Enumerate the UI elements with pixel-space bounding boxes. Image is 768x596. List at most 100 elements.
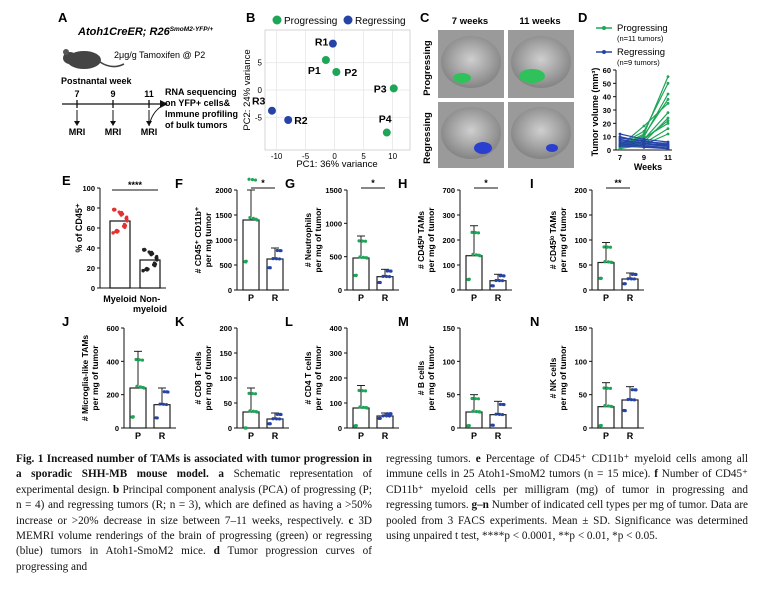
d-point — [666, 81, 670, 85]
panel-letter-b: B — [246, 10, 255, 25]
small-ytick: 100 — [574, 357, 587, 366]
small-dot — [609, 260, 613, 264]
e-ylabel: % of CD45⁺ — [74, 203, 84, 253]
d-xtick: 9 — [642, 153, 646, 162]
small-ytick: 1500 — [215, 211, 232, 220]
panel-i: I 0 50 100 150 200 # CD45ˡᵒ TAMs per mg of tumo… — [530, 176, 644, 303]
d-ytick: 30 — [603, 106, 611, 115]
small-bar — [597, 261, 615, 291]
small-dot — [599, 424, 603, 428]
small-dot — [271, 256, 275, 261]
d-point — [642, 139, 646, 143]
small-dot — [609, 404, 613, 408]
small-bar — [242, 219, 260, 291]
pca-ytick: 0 — [258, 86, 263, 95]
e-plot: 0 20 40 60 80 100 **** — [82, 180, 166, 293]
small-ytick: 50 — [224, 399, 232, 408]
small-dot — [363, 239, 368, 243]
panel-letter-f: F — [175, 176, 183, 191]
mri-progressing-11w — [508, 30, 574, 98]
d-point — [666, 101, 670, 105]
small-dot — [385, 269, 389, 273]
small-dot — [364, 256, 368, 260]
small-dot — [467, 278, 471, 282]
small-dot — [254, 410, 258, 414]
small-ylabel: per mg of tumor — [558, 345, 568, 411]
small-dot — [626, 277, 630, 281]
week-7: 7 — [74, 89, 79, 99]
e-sig: **** — [128, 180, 143, 190]
e-bar — [139, 259, 161, 289]
small-dot — [140, 358, 145, 362]
small-dot — [387, 275, 392, 279]
col-label-11w: 11 weeks — [519, 16, 560, 27]
week-11: 11 — [144, 89, 154, 99]
caption-right-1: regressing tumors. — [386, 453, 471, 465]
e-dot — [120, 210, 124, 215]
pca-xtick: -5 — [302, 152, 310, 161]
small-ytick: 150 — [574, 324, 587, 333]
small-dot — [602, 245, 606, 249]
d-point — [618, 136, 622, 140]
small-xcat: P — [471, 431, 477, 441]
small-xcat: P — [603, 293, 609, 303]
pca-ticks: -10 -5 0 5 10 5 0 -5 — [255, 59, 398, 161]
small-ytick: 600 — [106, 324, 119, 333]
panel-d: D Progressing (n=11 tumors) Regressing (… — [578, 10, 672, 172]
small-dot — [137, 358, 142, 362]
panel-letter-k: K — [175, 314, 185, 329]
small-ylabel: per mg of tumor — [203, 345, 213, 411]
e-dot — [152, 261, 157, 265]
small-xcat: R — [272, 431, 279, 441]
d-point — [618, 132, 622, 136]
e-dot — [154, 257, 159, 261]
small-ytick: 100 — [442, 357, 455, 366]
small-ytick: 300 — [329, 349, 342, 358]
d-xtick: 7 — [618, 153, 622, 162]
d-ytick: 50 — [603, 79, 611, 88]
small-dot — [500, 412, 505, 417]
small-xcat: P — [248, 431, 254, 441]
d-xtick: 11 — [664, 153, 672, 162]
e-dot — [155, 254, 159, 259]
small-dot — [605, 386, 610, 390]
caption-f: Number of CD45⁺ CD11b⁺ myeloid cells per… — [386, 468, 748, 512]
small-dot — [501, 402, 505, 407]
small-ytick: 0 — [228, 286, 232, 295]
small-dot — [358, 255, 362, 259]
legend-regressing: Regressing — [355, 16, 406, 27]
small-dot — [629, 398, 634, 402]
small-bar — [266, 258, 284, 291]
small-dot — [244, 426, 248, 430]
small-xcat: R — [159, 431, 166, 441]
small-dot — [141, 385, 145, 390]
small-dot — [498, 274, 502, 278]
d-point — [642, 145, 646, 149]
small-dot — [377, 416, 381, 420]
small-ytick: 0 — [115, 424, 119, 433]
pca-xtick: 5 — [361, 152, 366, 161]
small-ytick: 400 — [329, 324, 342, 333]
small-dot — [131, 415, 135, 419]
panel-m: M 0 50 100 150 # B cells per mg of tumor P R — [398, 314, 512, 441]
small-ylabel: # CD45ʰᶦ TAMs — [416, 211, 426, 269]
pca-point-label: P3 — [374, 83, 387, 95]
small-dot — [267, 422, 271, 426]
d-point — [642, 133, 646, 137]
small-dot — [606, 260, 610, 264]
small-ytick: 700 — [442, 186, 455, 195]
small-ytick: 50 — [579, 261, 587, 270]
rna-line-1: RNA sequencing — [165, 87, 237, 97]
caption-right: regressing tumors. e Percentage of CD45⁺… — [386, 453, 749, 543]
small-ylabel: # CD8 T cells — [193, 351, 203, 404]
small-ytick: 100 — [329, 399, 342, 408]
d-point — [666, 144, 670, 148]
d-point — [666, 111, 670, 115]
small-xcat: R — [495, 431, 502, 441]
d-ytick: 10 — [603, 133, 611, 142]
small-dot — [632, 277, 637, 281]
small-xcat: P — [471, 293, 477, 303]
row-label-regressing: Regressing — [422, 112, 433, 164]
small-dot — [134, 357, 138, 362]
small-sig: * — [371, 178, 375, 188]
